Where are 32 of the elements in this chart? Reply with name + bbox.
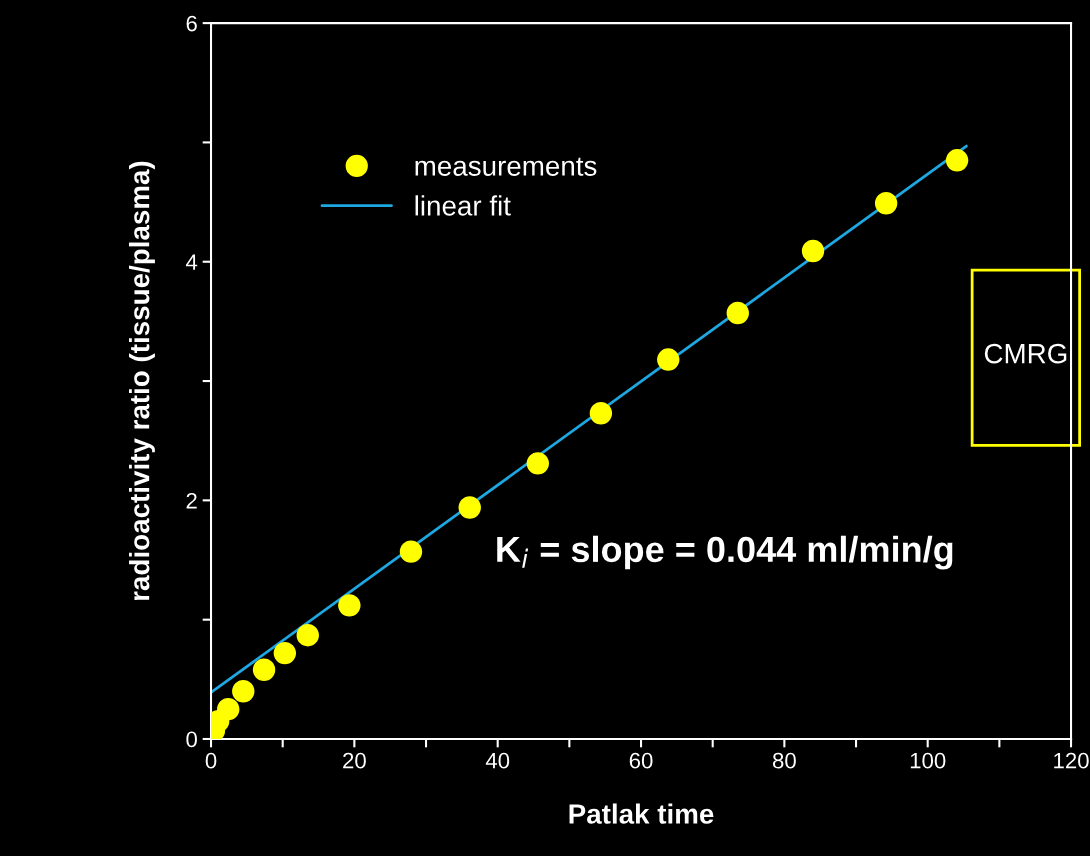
point [657,348,680,371]
point [273,641,297,665]
point [252,658,276,681]
point [232,680,255,703]
annotation: K$_{i}$ = slope = 0.044 ml/min/g [497,535,953,570]
x-tick-label: 0 [205,752,217,769]
x-tick-label: 80 [772,752,796,769]
x-tick-label: 20 [343,752,366,769]
point [945,149,969,172]
point [726,301,749,325]
x-tick-label: 120 [1054,752,1089,769]
point [458,496,481,519]
point [589,402,613,425]
y-tick-label: 4 [185,254,198,270]
annotation: CMRG [984,343,1067,364]
y-axis-title: radioactivity ratio (tissue/plasma) [129,161,155,600]
point [338,594,361,617]
y-tick-label: 6 [186,15,197,32]
y-tick-label: 0 [186,731,197,748]
x-axis-title: Patlak time [569,803,714,824]
point [217,697,240,721]
point [874,192,898,215]
x-tick-label: 100 [910,752,946,769]
point [526,452,550,475]
point [296,623,319,647]
legend-label: linear fit [415,195,511,216]
y-tick-label: 2 [186,492,197,509]
point [801,239,825,263]
legend-label: measurements [415,157,597,176]
point [399,540,423,563]
x-tick-label: 60 [629,752,653,769]
x-tick-label: 40 [485,752,510,769]
